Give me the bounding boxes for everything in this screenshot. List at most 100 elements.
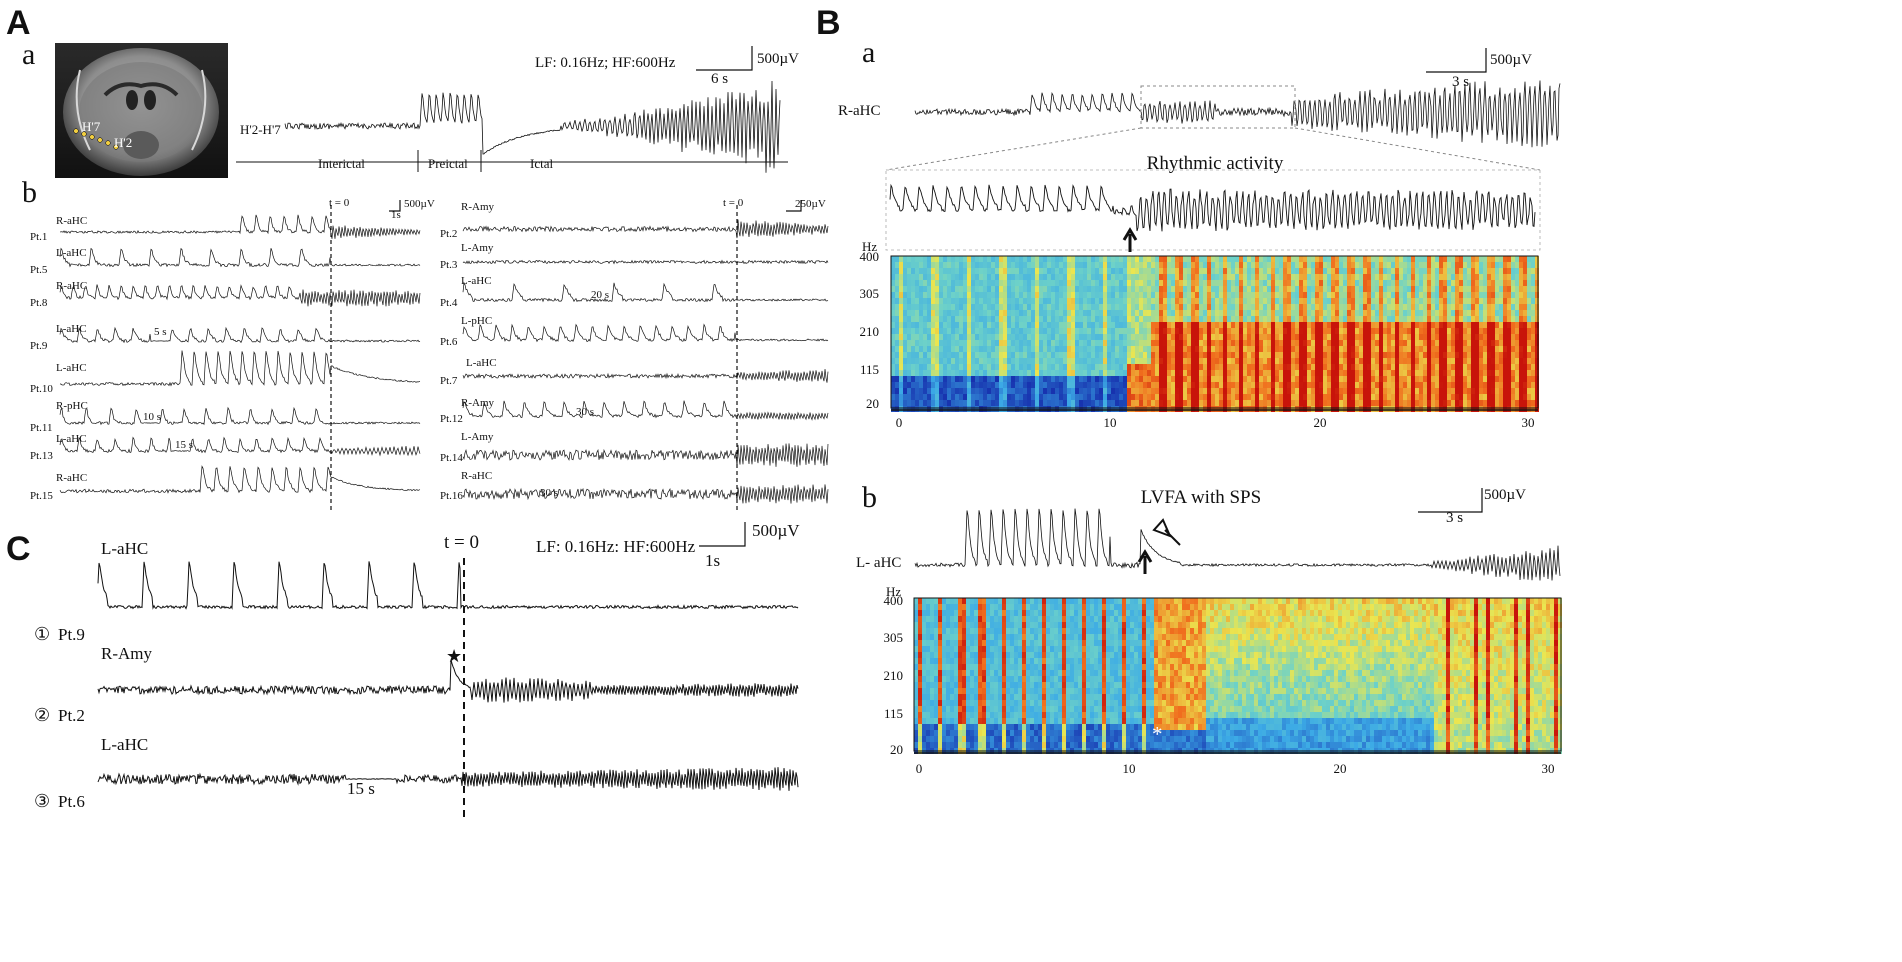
spectrogram-cell [1363, 328, 1367, 334]
spectrogram-cell [1231, 382, 1235, 388]
spectrogram-cell [1283, 370, 1287, 376]
spectrogram-cell [1303, 262, 1307, 268]
spectrogram-cell [1043, 352, 1047, 358]
spectrogram-cell [1219, 400, 1223, 406]
spectrogram-cell [903, 298, 907, 304]
spectrogram-cell [1391, 286, 1395, 292]
ba-eeg-trace [915, 81, 1560, 148]
spectrogram-cell [990, 700, 994, 706]
spectrogram-cell [1031, 370, 1035, 376]
spectrogram-cell [935, 304, 939, 310]
spectrogram-cell [1447, 274, 1451, 280]
spectrogram-cell [1527, 286, 1531, 292]
spectrogram-cell [939, 274, 943, 280]
spectrogram-cell [1467, 274, 1471, 280]
spectrogram-cell [939, 370, 943, 376]
spectrogram-cell [942, 676, 946, 682]
spectrogram-cell [963, 400, 967, 406]
spectrogram-cell [1487, 358, 1491, 364]
spectrogram-cell [1403, 304, 1407, 310]
spectrogram-cell [1175, 394, 1179, 400]
spectrogram-cell [1199, 406, 1203, 412]
spectrogram-cell [1459, 322, 1463, 328]
spectrogram-cell [1451, 388, 1455, 394]
spectrogram-cell [1491, 352, 1495, 358]
spectrogram-cell [1475, 400, 1479, 406]
spectrogram-cell [1079, 394, 1083, 400]
spectrogram-cell [955, 304, 959, 310]
spectrogram-cell [1010, 694, 1014, 700]
spectrogram-cell [1331, 364, 1335, 370]
spectrogram-cell [1511, 310, 1515, 316]
spectrogram-cell [1115, 304, 1119, 310]
spectrogram-cell [1099, 298, 1103, 304]
spectrogram-cell [1099, 304, 1103, 310]
spectrogram-cell [1315, 364, 1319, 370]
spectrogram-cell [1006, 598, 1010, 604]
spectrogram-cell [1087, 328, 1091, 334]
spectrogram-cell [1291, 400, 1295, 406]
spectrogram-cell [1103, 382, 1107, 388]
spectrogram-cell [1511, 274, 1515, 280]
spectrogram-cell [970, 598, 974, 604]
spectrogram-cell [1511, 292, 1515, 298]
spectrogram-cell [922, 616, 926, 622]
spectrogram-cell [1439, 268, 1443, 274]
spectrogram-cell [922, 742, 926, 748]
spectrogram-cell [1403, 400, 1407, 406]
spectrogram-cell [983, 382, 987, 388]
spectrogram-cell [895, 268, 899, 274]
spectrogram-cell [1007, 322, 1011, 328]
spectrogram-cell [927, 274, 931, 280]
spectrogram-cell [995, 334, 999, 340]
spectrogram-cell [899, 406, 903, 412]
spectrogram-cell [1023, 364, 1027, 370]
spectrogram-cell [927, 334, 931, 340]
spectrogram-cell [1507, 370, 1511, 376]
spectrogram-cell [1303, 268, 1307, 274]
spectrogram-cell [1515, 298, 1519, 304]
spectrogram-cell [1219, 268, 1223, 274]
spectrogram-cell [1407, 364, 1411, 370]
spectrogram-cell [946, 724, 950, 730]
spectrogram-cell [1487, 364, 1491, 370]
spectrogram-cell [982, 610, 986, 616]
spectrogram-cell [967, 334, 971, 340]
spectrogram-cell [1343, 352, 1347, 358]
spectrogram-cell [1183, 334, 1187, 340]
spectrogram-cell [1023, 334, 1027, 340]
spectrogram-cell [1235, 262, 1239, 268]
spectrogram-cell [1527, 268, 1531, 274]
spectrogram-cell [1151, 346, 1155, 352]
spectrogram-cell [919, 346, 923, 352]
spectrogram-cell [1083, 286, 1087, 292]
spectrogram-cell [962, 730, 966, 736]
spectrogram-cell [1435, 322, 1439, 328]
spectrogram-cell [942, 610, 946, 616]
spectrogram-cell [974, 706, 978, 712]
spectrogram-cell [1147, 400, 1151, 406]
spectrogram-cell [947, 310, 951, 316]
spectrogram-cell [1167, 274, 1171, 280]
spectrogram-cell [1055, 310, 1059, 316]
spectrogram-cell [1227, 256, 1231, 262]
spectrogram-cell [1395, 328, 1399, 334]
ab-eeg-trace [60, 215, 420, 239]
spectrogram-cell [950, 694, 954, 700]
spectrogram-cell [1347, 376, 1351, 382]
spectrogram-cell [946, 640, 950, 646]
spectrogram-cell [1107, 262, 1111, 268]
spectrogram-cell [1155, 280, 1159, 286]
spectrogram-cell [1455, 274, 1459, 280]
spectrogram-cell [1127, 364, 1131, 370]
spectrogram-cell [891, 352, 895, 358]
spectrogram-cell [1147, 388, 1151, 394]
spectrogram-cell [1003, 370, 1007, 376]
spectrogram-cell [1127, 256, 1131, 262]
spectrogram-cell [1471, 340, 1475, 346]
spectrogram-cell [1511, 298, 1515, 304]
spectrogram-cell [954, 718, 958, 724]
spectrogram-cell [1199, 298, 1203, 304]
spectrogram-cell [1379, 376, 1383, 382]
spectrogram-cell [975, 298, 979, 304]
